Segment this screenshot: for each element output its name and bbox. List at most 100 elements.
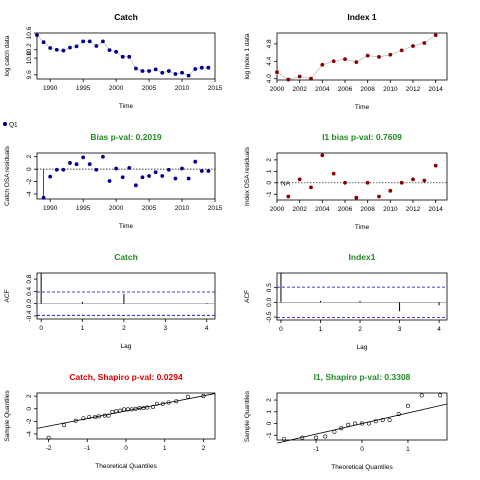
x-tick-label: -1 (84, 445, 90, 452)
plot-frame (276, 272, 448, 321)
qq-point (154, 401, 159, 406)
data-point (160, 70, 165, 75)
x-tick-label: 2006 (338, 86, 353, 93)
residual-point (433, 163, 438, 168)
y-axis-label: log catch data (4, 35, 11, 76)
panel-title: Index 1 (347, 12, 377, 22)
qq-point (133, 406, 138, 411)
qq-reference-line (36, 393, 216, 429)
y-axis-label: Index OSA residuals (244, 146, 251, 206)
qq-point (281, 436, 286, 441)
y-axis-label: ACF (4, 289, 11, 302)
data-point (343, 57, 347, 62)
data-point (320, 62, 325, 67)
qq-point (145, 405, 150, 410)
qq-point (137, 406, 142, 411)
data-point (286, 77, 291, 82)
x-tick-label: 2000 (270, 206, 285, 213)
residual-point (286, 194, 291, 199)
residual-point (399, 180, 404, 185)
qq-point (438, 393, 443, 398)
plot-frame (276, 152, 448, 201)
x-tick-label: 2014 (428, 206, 443, 213)
qq-point (96, 414, 101, 419)
residual-point (133, 183, 138, 188)
y-tick-label: 0 (266, 421, 273, 425)
qq-point (160, 401, 165, 406)
panel-8: I1, Shapiro p-val: 0.3308 -1 0 1 -1 0 1 2 Theore… (244, 372, 448, 471)
x-tick-label: 0 (279, 326, 283, 333)
x-tick-label: 1990 (43, 85, 58, 92)
residual-point (41, 195, 46, 200)
residual-point (309, 185, 313, 190)
residual-point (411, 177, 415, 182)
y-tick-label: 2 (266, 398, 273, 402)
qq-point (141, 406, 146, 411)
legend-label: Q1 (9, 122, 18, 129)
x-axis-label: Time (119, 103, 134, 110)
qq-point (73, 418, 78, 423)
x-tick-label: 2 (202, 445, 206, 452)
residual-point (186, 176, 191, 181)
data-point (68, 45, 72, 50)
y-axis-label: Catch OSA residuals (4, 145, 11, 206)
x-axis-label: Theoretical Quantiles (95, 463, 157, 470)
qq-point (323, 434, 328, 439)
y-tick-label: 2 (26, 155, 33, 159)
y-tick-label: -0.4 (26, 310, 33, 322)
qq-point (114, 409, 119, 414)
x-tick-label: 0 (39, 325, 43, 332)
x-axis-label: Time (119, 223, 134, 230)
y-tick-label: 0.5 (266, 283, 273, 292)
panel-6: Index1 0 1 2 3 4 -0.5 0.0 0.5 Lag ACF (244, 252, 448, 351)
y-tick-label: 9.6 (26, 70, 33, 79)
x-tick-label: 1995 (76, 85, 91, 92)
y-axis-label: Sample Quantiles (4, 390, 11, 442)
y-axis-label: ACF (244, 290, 251, 303)
y-tick-label: 4.8 (266, 39, 273, 48)
y-tick-label: -4 (26, 431, 33, 437)
data-point (354, 60, 359, 65)
x-tick-label: 2004 (315, 206, 330, 213)
x-tick-label: 2002 (292, 86, 307, 93)
data-point (186, 73, 191, 78)
data-point (101, 39, 105, 44)
data-point (54, 47, 59, 52)
residual-point (199, 169, 204, 173)
qq-point (151, 404, 156, 409)
x-tick-label: 2010 (383, 206, 398, 213)
residual-point (48, 174, 53, 179)
legend-marker (2, 121, 8, 127)
qq-point (118, 408, 123, 413)
data-point (87, 39, 92, 44)
data-point (173, 72, 178, 76)
residual-point (107, 179, 112, 183)
data-point (388, 52, 393, 57)
x-tick-label: 3 (398, 326, 402, 333)
qq-point (87, 414, 92, 419)
qq-point (46, 435, 51, 440)
y-tick-label: 10.0 (26, 51, 33, 64)
data-point (61, 48, 66, 53)
x-tick-label: 2010 (175, 85, 190, 92)
residual-point (166, 167, 171, 172)
x-axis-label: Time (355, 104, 370, 111)
data-point (74, 44, 79, 49)
residual-point (147, 174, 151, 178)
y-tick-label: 0 (26, 167, 33, 171)
y-tick-label: -4 (26, 191, 33, 197)
panel-title: I1 bias p-val: 0.7609 (322, 132, 402, 142)
panel-7: Catch, Shapiro p-val: 0.0294 -2 -1 0 1 2 -4 -2 0… (4, 372, 216, 470)
qq-point (122, 407, 127, 412)
data-point (206, 65, 211, 70)
x-tick-label: 1 (406, 446, 410, 453)
qq-point (419, 393, 424, 398)
x-axis-label: Time (355, 224, 370, 231)
data-point (399, 48, 404, 53)
qq-point (396, 412, 401, 417)
panel-title: I1, Shapiro p-val: 0.3308 (314, 372, 411, 382)
y-tick-label: 0.4 (26, 287, 33, 296)
x-tick-label: 1990 (43, 205, 58, 212)
x-tick-label: 2005 (142, 85, 157, 92)
